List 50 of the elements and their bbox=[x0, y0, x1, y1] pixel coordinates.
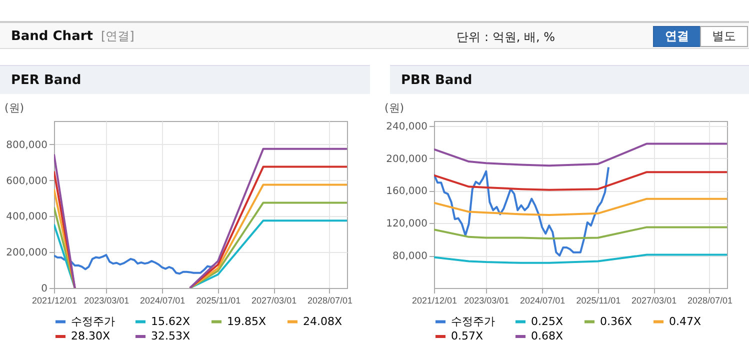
line-series bbox=[434, 226, 727, 240]
line-series bbox=[434, 198, 727, 216]
legend-label: 0.36X bbox=[600, 314, 632, 328]
legend-label: 수정주가 bbox=[71, 314, 115, 328]
y-tick-label: 240,000 bbox=[386, 121, 428, 132]
x-tick-label: 2025/11/01 bbox=[196, 296, 241, 306]
y-axis-title: (원) bbox=[4, 102, 24, 114]
chart-title: PER Band bbox=[0, 65, 370, 94]
legend-label: 0.25X bbox=[531, 314, 564, 328]
x-tick-label: 2021/12/01 bbox=[32, 296, 78, 306]
x-tick-label: 2024/07/01 bbox=[520, 296, 566, 306]
y-tick-label: 400,000 bbox=[6, 212, 48, 223]
y-tick-label: 200,000 bbox=[6, 248, 48, 259]
legend-label: 0.47X bbox=[669, 314, 702, 328]
legend-label: 32.53X bbox=[151, 330, 190, 342]
text: 단위 : 억원, 배, % bbox=[456, 29, 555, 46]
x-tick-label: 2024/07/01 bbox=[140, 296, 186, 306]
line-series bbox=[434, 171, 727, 191]
x-tick-label: 2025/11/01 bbox=[576, 296, 621, 306]
y-axis-title: (원) bbox=[384, 102, 404, 114]
x-tick-label: 2021/12/01 bbox=[412, 296, 458, 306]
y-tick-label: 600,000 bbox=[6, 176, 48, 187]
legend-label: 0.57X bbox=[451, 330, 484, 342]
x-tick-label: 2028/07/01 bbox=[307, 296, 352, 306]
y-tick-label: 800,000 bbox=[6, 140, 48, 151]
x-tick-label: 2027/03/01 bbox=[632, 296, 677, 306]
legend-label: 수정주가 bbox=[451, 314, 495, 328]
chart-title: PBR Band bbox=[390, 65, 749, 94]
line-series bbox=[434, 254, 727, 264]
text: 별도 bbox=[700, 26, 748, 47]
x-tick-label: 2028/07/01 bbox=[687, 296, 732, 306]
text: 연결 bbox=[653, 26, 701, 47]
y-tick-label: 80,000 bbox=[392, 251, 428, 262]
line-series bbox=[54, 254, 216, 275]
legend-label: 0.68X bbox=[531, 330, 564, 342]
legend-label: 24.08X bbox=[303, 314, 342, 328]
line-series bbox=[434, 142, 727, 167]
y-tick-label: 160,000 bbox=[386, 186, 428, 198]
y-tick-label: 0 bbox=[41, 284, 48, 294]
text: [연결] bbox=[100, 29, 134, 43]
text: Band Chart bbox=[11, 29, 93, 44]
line-series bbox=[434, 166, 610, 257]
legend-label: 19.85X bbox=[227, 314, 266, 328]
x-tick-label: 2023/03/01 bbox=[84, 296, 130, 306]
y-tick-label: 120,000 bbox=[386, 218, 428, 230]
legend-label: 28.30X bbox=[71, 330, 110, 342]
x-tick-label: 2027/03/01 bbox=[252, 296, 297, 306]
legend-label: 15.62X bbox=[151, 314, 190, 328]
y-tick-label: 200,000 bbox=[386, 154, 428, 165]
x-tick-label: 2023/03/01 bbox=[464, 296, 510, 306]
